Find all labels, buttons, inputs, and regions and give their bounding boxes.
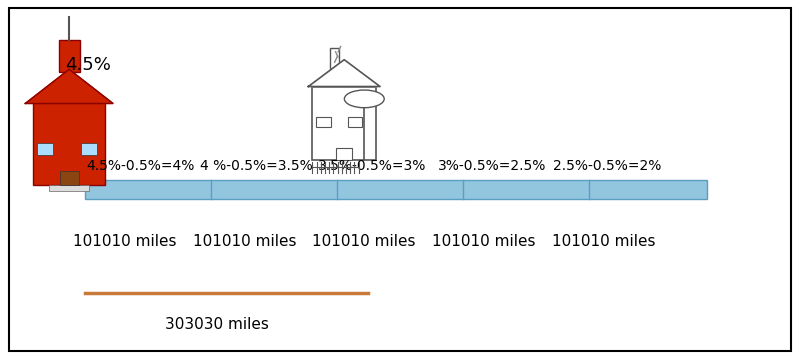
FancyBboxPatch shape	[330, 48, 339, 73]
Text: 3%-0.5%=2.5%: 3%-0.5%=2.5%	[438, 159, 546, 173]
FancyBboxPatch shape	[34, 104, 105, 185]
Text: 101010 miles: 101010 miles	[74, 234, 177, 249]
FancyBboxPatch shape	[50, 185, 89, 191]
FancyBboxPatch shape	[316, 117, 330, 127]
Text: 2.5%-0.5%=2%: 2.5%-0.5%=2%	[553, 159, 662, 173]
Polygon shape	[308, 60, 380, 87]
FancyBboxPatch shape	[81, 143, 97, 155]
Text: 4 %-0.5%=3.5%: 4 %-0.5%=3.5%	[200, 159, 313, 173]
FancyBboxPatch shape	[38, 143, 54, 155]
Text: 3.5%-0.5%=3%: 3.5%-0.5%=3%	[318, 159, 426, 173]
Text: 101010 miles: 101010 miles	[551, 234, 655, 249]
FancyBboxPatch shape	[85, 180, 707, 199]
FancyBboxPatch shape	[348, 117, 362, 127]
Text: 4.5%: 4.5%	[65, 56, 111, 74]
FancyBboxPatch shape	[336, 148, 352, 160]
Text: 101010 miles: 101010 miles	[312, 234, 416, 249]
FancyBboxPatch shape	[58, 40, 80, 72]
Text: 101010 miles: 101010 miles	[193, 234, 296, 249]
Text: 101010 miles: 101010 miles	[432, 234, 535, 249]
FancyBboxPatch shape	[59, 171, 78, 185]
Text: 303030 miles: 303030 miles	[165, 317, 269, 332]
FancyBboxPatch shape	[312, 87, 376, 160]
Circle shape	[344, 90, 384, 108]
Text: 4.5%-0.5%=4%: 4.5%-0.5%=4%	[86, 159, 195, 173]
Polygon shape	[26, 69, 113, 104]
